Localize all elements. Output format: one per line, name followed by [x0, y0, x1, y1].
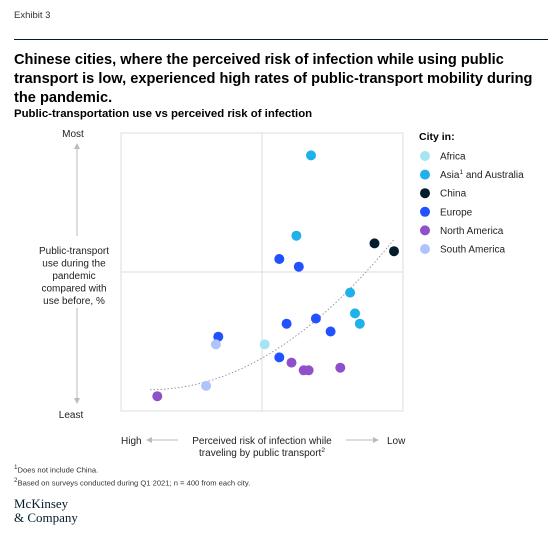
point-europe-4 — [281, 318, 292, 329]
x-axis-label-line2: traveling by public transport2 — [199, 447, 325, 459]
point-china-2 — [389, 246, 399, 257]
legend-swatch-asia-and-australia — [420, 169, 430, 180]
legend-label-name: Africa — [440, 152, 466, 163]
footnote-1-text: Does not include China. — [17, 465, 99, 475]
y-axis-label: Public-transport use during the pandemic co… — [39, 246, 109, 307]
y-axis-label-line-2: use during the — [42, 259, 106, 270]
footnotes: 1Does not include China. 2Based on surve… — [14, 463, 250, 489]
x-right-label: Low — [387, 436, 406, 447]
footnote-1: 1Does not include China. — [14, 463, 250, 476]
footnote-2-sup: 2 — [14, 477, 18, 485]
mckinsey-logo: McKinsey & Company — [14, 497, 78, 525]
legend-label-south-america: South America — [440, 245, 505, 256]
point-asia-and-australia-3 — [345, 287, 356, 298]
point-europe-6 — [325, 326, 336, 337]
point-africa-1 — [259, 339, 270, 350]
point-north-america-5 — [335, 362, 346, 373]
header-rule — [14, 39, 548, 40]
point-south-america-1 — [210, 339, 221, 350]
chart-title: Public-transportation use vs perceived r… — [14, 108, 313, 120]
legend-label-name: Europe — [440, 207, 473, 218]
point-europe-5 — [310, 313, 321, 324]
x-left-label: High — [121, 436, 142, 447]
legend-swatch-china — [420, 188, 430, 199]
logo-line-2: & Company — [14, 510, 78, 525]
y-bottom-label: Least — [59, 410, 84, 421]
legend-swatch-europe — [420, 206, 430, 217]
point-asia-and-australia-4 — [350, 308, 360, 319]
y-axis-arrow-down-icon — [74, 398, 80, 404]
point-south-america-2 — [201, 380, 212, 391]
y-top-label: Most — [62, 129, 84, 140]
legend-label-suffix: and Australia — [463, 170, 524, 181]
headline: Chinese cities, where the perceived risk… — [14, 52, 533, 106]
point-asia-and-australia-1 — [306, 150, 316, 161]
y-axis-arrow-up-icon — [74, 143, 80, 149]
point-europe-3 — [213, 331, 224, 342]
legend-label-name: South America — [440, 245, 505, 256]
point-china-1 — [369, 238, 380, 249]
legend-label-name: China — [440, 189, 467, 200]
x-axis-arrow-left-icon — [146, 437, 152, 443]
data-points — [152, 150, 399, 402]
footnote-2: 2Based on surveys conducted during Q1 20… — [14, 476, 250, 489]
point-asia-and-australia-5 — [354, 318, 365, 329]
legend-label-north-america: North America — [440, 226, 504, 237]
trendline — [149, 239, 395, 391]
logo-line-1: McKinsey — [14, 496, 69, 511]
point-europe-2 — [293, 261, 304, 272]
legend: Africa Asia1 and Australia China Europe Nort… — [420, 151, 524, 256]
x-axis-arrow-right-icon — [373, 437, 379, 443]
x-axis-label-sup: 2 — [321, 447, 325, 454]
legend-label-asia-and-australia: Asia1 and Australia — [440, 169, 524, 181]
footnote-1-sup: 1 — [14, 464, 18, 471]
legend-title: City in: — [419, 131, 455, 143]
x-axis-label-line1: Perceived risk of infection while — [192, 436, 332, 447]
legend-label-china: China — [440, 189, 467, 200]
exhibit-label: Exhibit 3 — [14, 10, 51, 21]
point-europe-1 — [274, 254, 285, 264]
point-europe-7 — [274, 352, 285, 363]
y-axis-label-line-5: use before, % — [43, 296, 105, 307]
point-north-america-1 — [152, 391, 163, 402]
legend-swatch-africa — [420, 151, 430, 161]
legend-label-sup: 1 — [459, 169, 463, 176]
point-north-america-2 — [286, 357, 297, 368]
legend-swatch-south-america — [420, 244, 430, 254]
point-north-america-4 — [303, 365, 314, 376]
legend-label-name: Asia — [440, 170, 460, 181]
y-axis-label-line-4: compared with — [41, 284, 106, 295]
legend-label-europe: Europe — [440, 207, 473, 218]
y-axis-label-line-1: Public-transport — [39, 246, 109, 257]
legend-label-africa: Africa — [440, 152, 466, 163]
x-axis-label-line2-text: traveling by public transport — [199, 448, 322, 459]
point-asia-and-australia-2 — [291, 230, 302, 241]
footnote-2-text: Based on surveys conducted during Q1 202… — [17, 478, 251, 488]
legend-swatch-north-america — [420, 225, 430, 236]
legend-label-name: North America — [440, 226, 504, 237]
y-axis-label-line-3: pandemic — [52, 271, 95, 282]
